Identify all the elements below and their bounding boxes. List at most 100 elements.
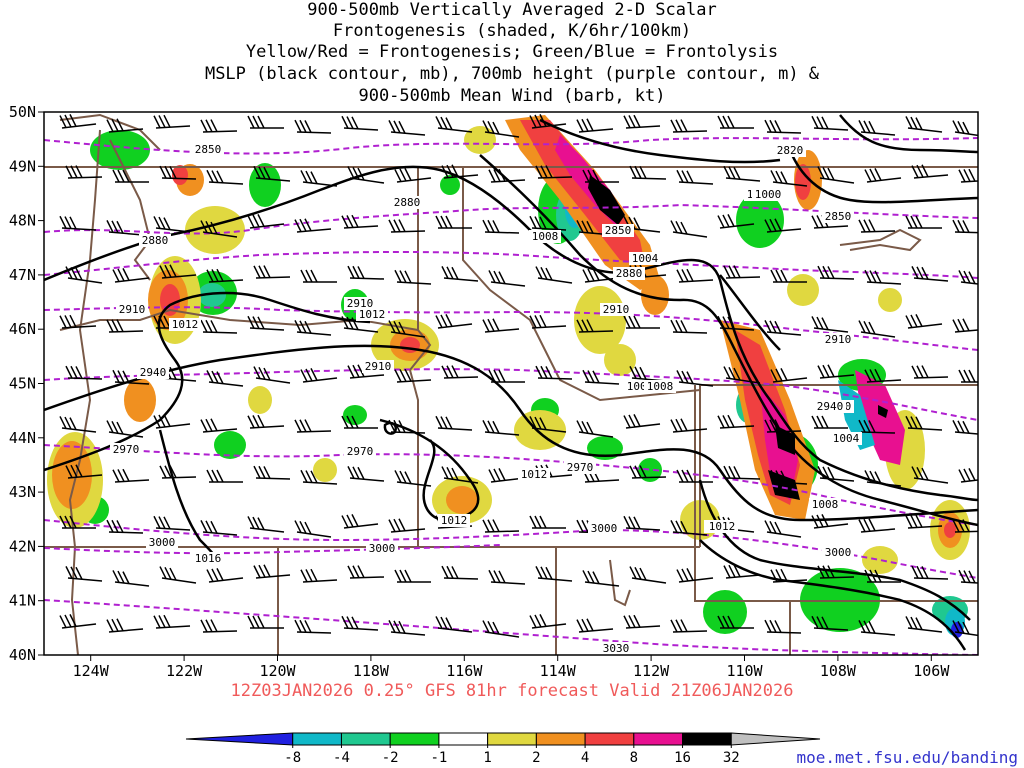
wind-barb bbox=[106, 420, 144, 438]
wind-barb bbox=[347, 166, 385, 184]
wind-barb bbox=[535, 365, 573, 380]
wind-barb bbox=[253, 366, 291, 384]
colorbar-label: 32 bbox=[723, 750, 740, 766]
colorbar-label: 8 bbox=[630, 750, 638, 766]
wind-barb bbox=[247, 115, 284, 129]
wind-barb bbox=[764, 419, 802, 433]
wind-barb bbox=[905, 415, 943, 431]
wind-barb bbox=[535, 165, 573, 179]
wind-barb bbox=[341, 115, 379, 131]
height-contour-label: 3000 bbox=[825, 546, 852, 559]
wind-barb bbox=[905, 314, 943, 329]
wind-barb bbox=[294, 218, 332, 233]
axis-labels: 124W 122W 120W 118W 116W 114W 112W 110W 108W 106W… bbox=[9, 103, 950, 680]
height-contour-label: 2910 bbox=[119, 303, 146, 316]
wind-barb bbox=[670, 319, 708, 334]
lat-tick-label: 46N bbox=[9, 320, 36, 338]
height-contour-label: 2850 bbox=[195, 143, 222, 156]
lat-tick-label: 50N bbox=[9, 103, 36, 121]
wind-barb bbox=[482, 519, 520, 533]
wind-barb bbox=[300, 568, 338, 583]
wind-barb bbox=[159, 165, 197, 180]
colorbar-swatch bbox=[730, 732, 821, 746]
wind-barb bbox=[670, 220, 708, 238]
height-contour-label: 2880 bbox=[394, 196, 421, 209]
wind-barb bbox=[770, 269, 807, 283]
wind-barb bbox=[394, 569, 431, 583]
wind-barb bbox=[723, 465, 761, 480]
wind-barb bbox=[253, 166, 291, 182]
source-credit-link[interactable]: moe.met.fsu.edu/banding bbox=[796, 748, 1018, 767]
wind-barb bbox=[864, 368, 902, 383]
wind-barb bbox=[106, 319, 144, 333]
height-contour-label: 3030 bbox=[603, 642, 630, 655]
wind-barb bbox=[958, 270, 978, 285]
wind-barb bbox=[670, 418, 708, 433]
wind-barb bbox=[488, 369, 525, 383]
wind-barb bbox=[200, 220, 238, 238]
height-contour-label: 2880 bbox=[616, 267, 643, 280]
wind-barb bbox=[106, 519, 144, 534]
height-contour-label: 2940 bbox=[817, 400, 844, 413]
wind-barb bbox=[253, 564, 291, 579]
colorbar-label: 1 bbox=[483, 750, 491, 766]
wind-barb bbox=[59, 114, 97, 129]
title-line-3: Yellow/Red = Frontogenesis; Green/Blue =… bbox=[245, 42, 779, 62]
wind-barb bbox=[300, 269, 337, 283]
wind-barb bbox=[65, 365, 103, 380]
wind-barb bbox=[441, 466, 479, 484]
height-contour-label: 2820 bbox=[777, 144, 804, 157]
lon-tick-label: 114W bbox=[540, 662, 577, 680]
wind-barb bbox=[858, 620, 896, 636]
lat-tick-label: 43N bbox=[9, 483, 36, 501]
wind-barb bbox=[764, 218, 802, 233]
wind-barb bbox=[247, 516, 285, 533]
wind-barb bbox=[65, 566, 103, 582]
height-contour-label: 2970 bbox=[567, 461, 594, 474]
colorbar-swatch bbox=[292, 732, 342, 746]
lon-tick-label: 122W bbox=[166, 662, 203, 680]
wind-barb bbox=[858, 219, 896, 233]
wind-barb bbox=[435, 616, 473, 633]
wind-barb bbox=[153, 114, 191, 129]
wind-barb bbox=[388, 419, 426, 434]
lat-tick-label: 42N bbox=[9, 537, 36, 555]
wind-barb bbox=[623, 414, 661, 429]
wind-barb bbox=[529, 614, 567, 629]
mslp-contour-label: 1012 bbox=[521, 468, 548, 481]
wind-barb bbox=[958, 569, 978, 584]
wind-barb bbox=[435, 116, 473, 133]
wind-barb bbox=[294, 119, 332, 134]
colorbar-swatch bbox=[438, 732, 489, 746]
wind-barb bbox=[952, 620, 978, 637]
wind-barb bbox=[676, 268, 714, 283]
mslp-contour-label: 1012 bbox=[172, 318, 199, 331]
colorbar-label: 2 bbox=[532, 750, 540, 766]
colorbar-label: 4 bbox=[581, 750, 589, 766]
wind-barb bbox=[764, 520, 802, 538]
mslp-contour-label: 1004 bbox=[632, 252, 659, 265]
mslp-contour-label: 1012 bbox=[709, 520, 736, 533]
lon-tick-label: 106W bbox=[913, 662, 950, 680]
lat-tick-label: 47N bbox=[9, 266, 36, 284]
wind-barb bbox=[106, 118, 144, 133]
colorbar: -8 -4 -2 -1 1 2 4 8 16 32 bbox=[185, 732, 821, 766]
wind-barb bbox=[623, 114, 661, 129]
mslp-contour-label: 1008 bbox=[647, 380, 674, 393]
mslp-contour-label: 1008 bbox=[532, 230, 559, 243]
lat-tick-label: 40N bbox=[9, 646, 36, 664]
wind-barb bbox=[153, 216, 191, 233]
wind-barb bbox=[911, 164, 949, 179]
wind-barb bbox=[676, 469, 713, 483]
wind-barb bbox=[629, 465, 667, 479]
lon-tick-label: 120W bbox=[259, 662, 296, 680]
wind-barb bbox=[717, 214, 755, 229]
wind-barb bbox=[576, 118, 614, 133]
lat-tick-label: 41N bbox=[9, 592, 36, 610]
wind-barb bbox=[294, 419, 332, 433]
wind-barb bbox=[905, 514, 943, 529]
wind-barb bbox=[341, 214, 379, 229]
wind-barb bbox=[488, 270, 526, 287]
wind-barb bbox=[817, 364, 855, 379]
lat-tick-label: 49N bbox=[9, 157, 36, 175]
